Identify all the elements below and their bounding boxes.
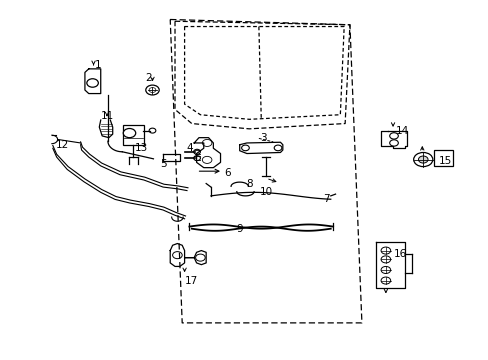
Polygon shape — [376, 242, 404, 288]
Circle shape — [193, 156, 200, 161]
Circle shape — [389, 140, 398, 146]
Circle shape — [413, 153, 432, 167]
Circle shape — [380, 247, 390, 254]
Circle shape — [149, 128, 156, 133]
Text: 3: 3 — [260, 133, 266, 143]
Text: 16: 16 — [393, 249, 406, 259]
Text: 1: 1 — [95, 60, 102, 70]
Polygon shape — [170, 243, 206, 266]
Circle shape — [202, 139, 211, 147]
Circle shape — [149, 87, 156, 93]
Text: 14: 14 — [395, 126, 408, 136]
Circle shape — [172, 252, 182, 259]
Text: 17: 17 — [185, 275, 198, 285]
Polygon shape — [380, 131, 407, 148]
Text: 11: 11 — [101, 112, 114, 121]
Circle shape — [380, 277, 390, 284]
Circle shape — [202, 156, 211, 163]
Circle shape — [195, 254, 205, 261]
Text: 5: 5 — [160, 159, 166, 169]
Circle shape — [380, 266, 390, 274]
Circle shape — [274, 145, 281, 151]
Circle shape — [145, 85, 159, 95]
Text: 8: 8 — [245, 179, 252, 189]
Text: 6: 6 — [224, 168, 230, 178]
Text: 10: 10 — [259, 187, 272, 197]
Text: 13: 13 — [135, 143, 148, 153]
Text: 15: 15 — [438, 156, 451, 166]
Circle shape — [87, 79, 98, 87]
FancyBboxPatch shape — [433, 150, 452, 166]
Text: 7: 7 — [322, 194, 328, 204]
Circle shape — [418, 156, 427, 163]
FancyBboxPatch shape — [122, 125, 143, 145]
Text: 4: 4 — [186, 143, 192, 153]
Polygon shape — [85, 69, 101, 94]
Text: 12: 12 — [56, 140, 69, 150]
Polygon shape — [163, 153, 180, 161]
Circle shape — [241, 145, 249, 151]
Polygon shape — [194, 138, 220, 168]
Polygon shape — [239, 142, 282, 154]
Circle shape — [123, 129, 136, 138]
Text: 2: 2 — [145, 73, 152, 83]
Polygon shape — [99, 120, 112, 138]
Circle shape — [380, 256, 390, 263]
Circle shape — [193, 149, 200, 154]
Circle shape — [389, 133, 398, 139]
Text: 9: 9 — [236, 224, 243, 234]
